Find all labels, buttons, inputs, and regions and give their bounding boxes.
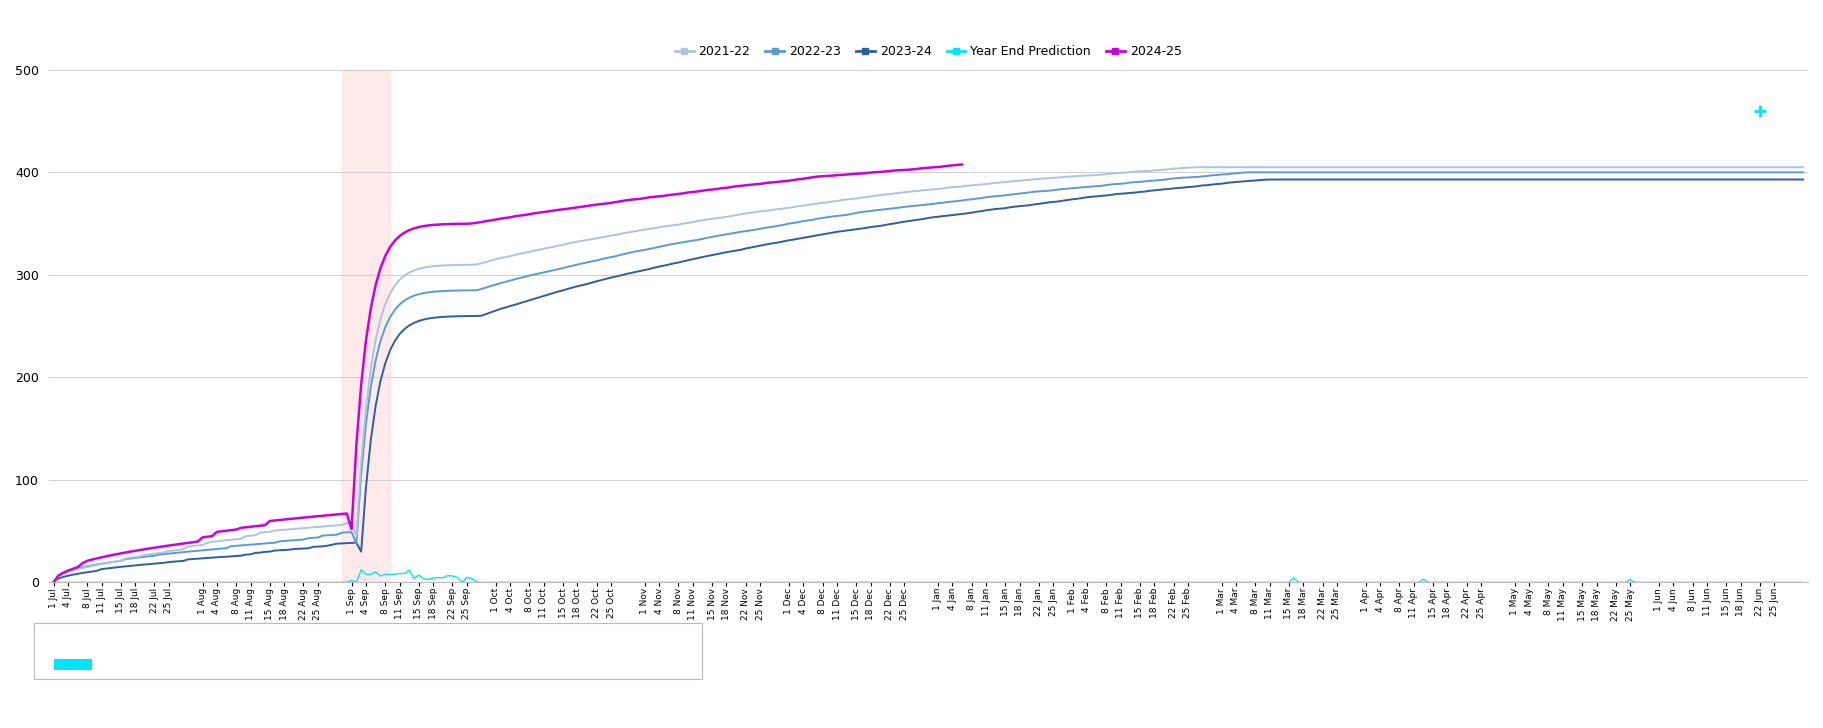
Text: 1 Jul: 1 Jul	[64, 646, 88, 656]
Legend: 2021-22, 2022-23, 2023-24, Year End Prediction, 2024-25: 2021-22, 2022-23, 2023-24, Year End Pred…	[669, 40, 1187, 63]
Bar	[53, 660, 91, 670]
Text: 0.0: 0.0	[461, 660, 481, 670]
FancyBboxPatch shape	[35, 623, 702, 678]
Text: Year End Prediction:: Year End Prediction:	[102, 660, 217, 670]
Bar	[343, 70, 390, 582]
